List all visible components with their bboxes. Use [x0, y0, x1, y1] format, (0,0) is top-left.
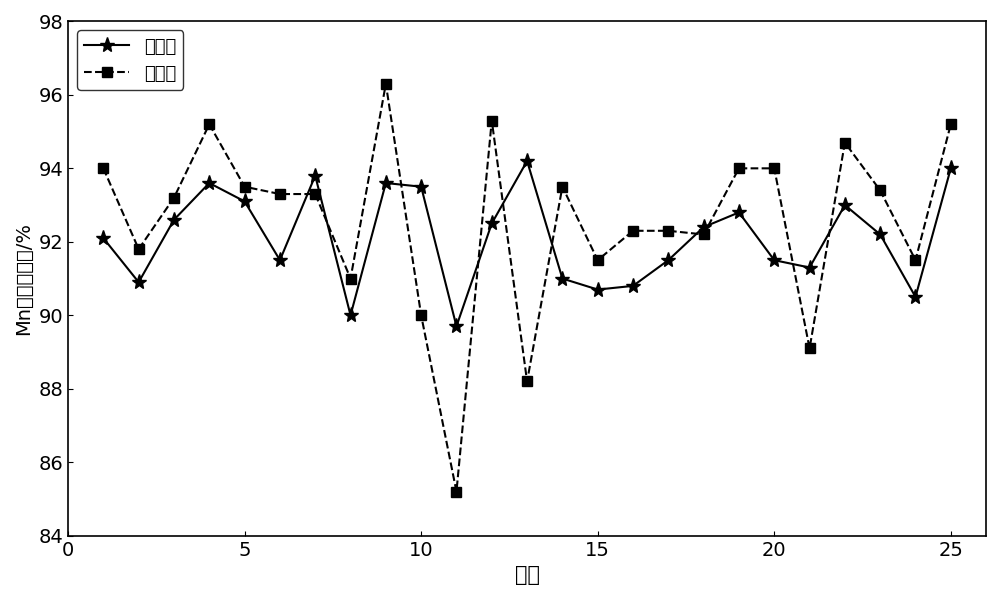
实际値	[521, 378, 533, 385]
预测値	[239, 198, 251, 205]
实际値	[874, 187, 886, 194]
预测値	[521, 158, 533, 165]
预测値	[909, 294, 921, 301]
实际値	[450, 488, 462, 495]
预测値	[133, 279, 145, 286]
实际値	[592, 256, 604, 264]
预测値	[556, 275, 568, 282]
实际値	[627, 227, 639, 234]
预测値	[768, 256, 780, 264]
实际値	[203, 120, 215, 128]
实际値	[698, 231, 710, 238]
实际値	[380, 80, 392, 87]
实际値	[274, 190, 286, 198]
Y-axis label: Mn元素收得率/%: Mn元素收得率/%	[14, 222, 33, 335]
实际値	[133, 246, 145, 253]
预测値	[450, 323, 462, 330]
预测値	[839, 201, 851, 208]
实际値	[662, 227, 674, 234]
实际値	[733, 165, 745, 172]
预测値	[945, 165, 957, 172]
实际値	[556, 183, 568, 190]
实际値	[168, 194, 180, 201]
预测値	[168, 216, 180, 223]
实际値	[345, 275, 357, 282]
实际値	[839, 139, 851, 146]
预测値	[486, 220, 498, 227]
Legend: 预测値, 实际値: 预测値, 实际値	[77, 31, 183, 90]
预测値	[203, 180, 215, 187]
实际値	[909, 256, 921, 264]
实际値	[486, 117, 498, 124]
Line: 实际値: 实际値	[99, 79, 956, 497]
实际値	[309, 190, 321, 198]
预测値	[274, 256, 286, 264]
预测値	[698, 223, 710, 231]
预测値	[380, 180, 392, 187]
预测値	[662, 256, 674, 264]
预测値	[627, 282, 639, 289]
实际値	[97, 165, 109, 172]
预测値	[345, 311, 357, 319]
X-axis label: 炉次: 炉次	[515, 565, 540, 585]
实际値	[945, 120, 957, 128]
实际値	[804, 345, 816, 352]
预测値	[733, 209, 745, 216]
预测値	[592, 286, 604, 293]
预测値	[415, 183, 427, 190]
预测値	[804, 264, 816, 271]
实际値	[415, 311, 427, 319]
预测値	[97, 235, 109, 242]
预测値	[874, 231, 886, 238]
实际値	[768, 165, 780, 172]
Line: 预测値: 预测値	[96, 153, 958, 334]
预测値	[309, 172, 321, 179]
实际値	[239, 183, 251, 190]
